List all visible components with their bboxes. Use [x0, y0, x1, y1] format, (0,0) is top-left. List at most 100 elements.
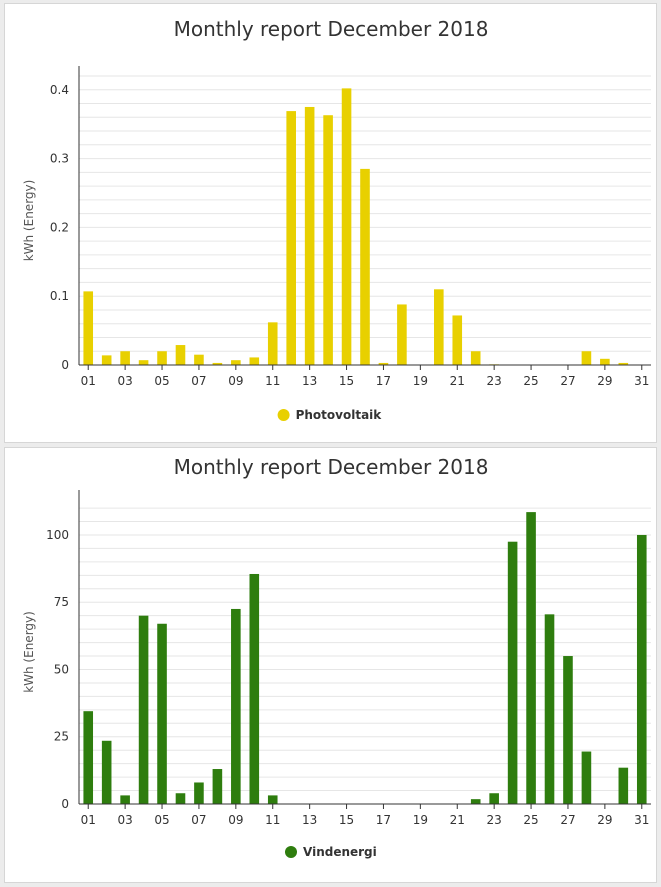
x-tick-label: 21: [450, 374, 465, 388]
x-tick-label: 13: [302, 374, 317, 388]
x-tick-label: 25: [523, 813, 538, 827]
bar-photovoltaik-22[interactable]: [470, 351, 481, 365]
x-tick-label: 27: [560, 813, 575, 827]
bar-photovoltaik-02[interactable]: [101, 355, 112, 365]
x-tick-label: 13: [302, 813, 317, 827]
x-tick-label: 15: [339, 374, 354, 388]
x-tick-label: 05: [154, 813, 169, 827]
bar-vindenergi-31[interactable]: [636, 534, 647, 804]
legend-label: Vindenergi: [303, 845, 377, 859]
x-tick-label: 19: [413, 813, 428, 827]
bar-photovoltaik-04[interactable]: [138, 360, 149, 365]
bar-photovoltaik-20[interactable]: [434, 289, 444, 365]
x-tick-label: 05: [154, 374, 169, 388]
bar-photovoltaik-07[interactable]: [194, 354, 204, 365]
bar-vindenergi-27[interactable]: [563, 656, 573, 804]
chart-panel-vindenergi: Monthly report December 2018 0 25 50 75 100 kW…: [4, 447, 657, 883]
bar-photovoltaik-15[interactable]: [341, 88, 352, 365]
legend-item-photovoltaik[interactable]: Photovoltaik: [277, 408, 383, 422]
x-tick-label: 29: [597, 374, 612, 388]
x-tick-label: 01: [81, 813, 96, 827]
x-tick-label: 25: [523, 374, 538, 388]
bar-photovoltaik-03[interactable]: [120, 351, 130, 365]
bar-vindenergi-01[interactable]: [83, 711, 94, 804]
bar-photovoltaik-09[interactable]: [231, 360, 241, 365]
bar-vindenergi-02[interactable]: [101, 740, 112, 804]
bar-photovoltaik-28[interactable]: [581, 351, 592, 365]
x-tick-label: 03: [117, 813, 132, 827]
y-tick-label: 0.3: [50, 152, 69, 166]
x-tick-label: 23: [487, 813, 502, 827]
x-tick-label: 09: [228, 374, 243, 388]
x-tick-label: 17: [376, 813, 391, 827]
legend-label: Photovoltaik: [296, 408, 383, 422]
bar-vindenergi-28[interactable]: [581, 751, 592, 804]
chart-photovoltaik: Monthly report December 2018 0 0.1 0.2 0.3 0.…: [22, 17, 651, 422]
x-tick-label: 01: [81, 374, 96, 388]
y-tick-label: 0.1: [50, 289, 69, 303]
y-tick-label: 50: [54, 662, 69, 676]
x-tick-label: 09: [228, 813, 243, 827]
y-tick-label: 0: [61, 358, 69, 372]
x-tick-label: 15: [339, 813, 354, 827]
bar-photovoltaik-12[interactable]: [286, 111, 296, 365]
chart-title: Monthly report December 2018: [174, 17, 489, 41]
chart-panel-photovoltaik: Monthly report December 2018 0 0.1 0.2 0.3 0.…: [4, 3, 657, 443]
x-tick-label: 21: [450, 813, 465, 827]
bar-photovoltaik-10[interactable]: [249, 357, 260, 365]
x-tick-label: 29: [597, 813, 612, 827]
x-tick-label: 03: [117, 374, 132, 388]
x-tick-label: 17: [376, 374, 391, 388]
bar-vindenergi-04[interactable]: [138, 615, 149, 804]
bar-photovoltaik-01[interactable]: [83, 291, 94, 365]
bar-vindenergi-30[interactable]: [618, 767, 629, 804]
bar-photovoltaik-21[interactable]: [452, 315, 463, 365]
chart-title: Monthly report December 2018: [174, 455, 489, 479]
x-tick-label: 31: [634, 813, 649, 827]
y-axis-title: kWh (Energy): [22, 611, 36, 693]
bar-vindenergi-26[interactable]: [544, 614, 555, 804]
bar-vindenergi-11[interactable]: [267, 795, 278, 804]
y-tick-label: 0: [61, 797, 69, 811]
bar-photovoltaik-14[interactable]: [323, 115, 333, 365]
bar-vindenergi-10[interactable]: [249, 573, 260, 804]
y-tick-label: 0.4: [50, 83, 69, 97]
chart-vindenergi: Monthly report December 2018 0 25 50 75 100 kW…: [22, 455, 651, 859]
y-axis-title: kWh (Energy): [22, 180, 36, 262]
x-tick-label: 27: [560, 374, 575, 388]
bar-vindenergi-05[interactable]: [157, 623, 167, 804]
bar-photovoltaik-30[interactable]: [618, 362, 629, 365]
bar-vindenergi-03[interactable]: [120, 795, 130, 804]
bar-vindenergi-06[interactable]: [175, 793, 186, 804]
bar-vindenergi-07[interactable]: [194, 782, 204, 804]
x-tick-label: 31: [634, 374, 649, 388]
y-tick-label: 0.2: [50, 220, 69, 234]
bar-vindenergi-23[interactable]: [489, 793, 499, 804]
bar-photovoltaik-13[interactable]: [304, 106, 315, 365]
x-tick-label: 07: [191, 813, 206, 827]
bar-vindenergi-25[interactable]: [526, 512, 536, 804]
x-tick-label: 19: [413, 374, 428, 388]
bar-vindenergi-09[interactable]: [231, 608, 241, 804]
bar-photovoltaik-17[interactable]: [378, 362, 389, 365]
x-tick-label: 11: [265, 374, 280, 388]
bar-photovoltaik-16[interactable]: [360, 168, 370, 365]
legend-marker: [285, 846, 297, 858]
bar-photovoltaik-06[interactable]: [175, 345, 186, 365]
bar-photovoltaik-08[interactable]: [212, 362, 223, 365]
x-tick-label: 07: [191, 374, 206, 388]
legend-item-vindenergi[interactable]: Vindenergi: [285, 845, 377, 859]
x-tick-label: 23: [487, 374, 502, 388]
bar-vindenergi-24[interactable]: [507, 541, 518, 804]
bar-photovoltaik-29[interactable]: [600, 358, 610, 365]
bar-vindenergi-08[interactable]: [212, 769, 223, 804]
y-tick-label: 100: [46, 528, 69, 542]
bar-vindenergi-22[interactable]: [470, 799, 481, 804]
bar-photovoltaik-11[interactable]: [267, 322, 278, 365]
bar-photovoltaik-18[interactable]: [397, 304, 407, 365]
y-tick-label: 25: [54, 730, 69, 744]
x-tick-label: 11: [265, 813, 280, 827]
bar-photovoltaik-05[interactable]: [157, 351, 167, 365]
legend-marker: [277, 409, 290, 421]
y-tick-label: 75: [54, 595, 69, 609]
